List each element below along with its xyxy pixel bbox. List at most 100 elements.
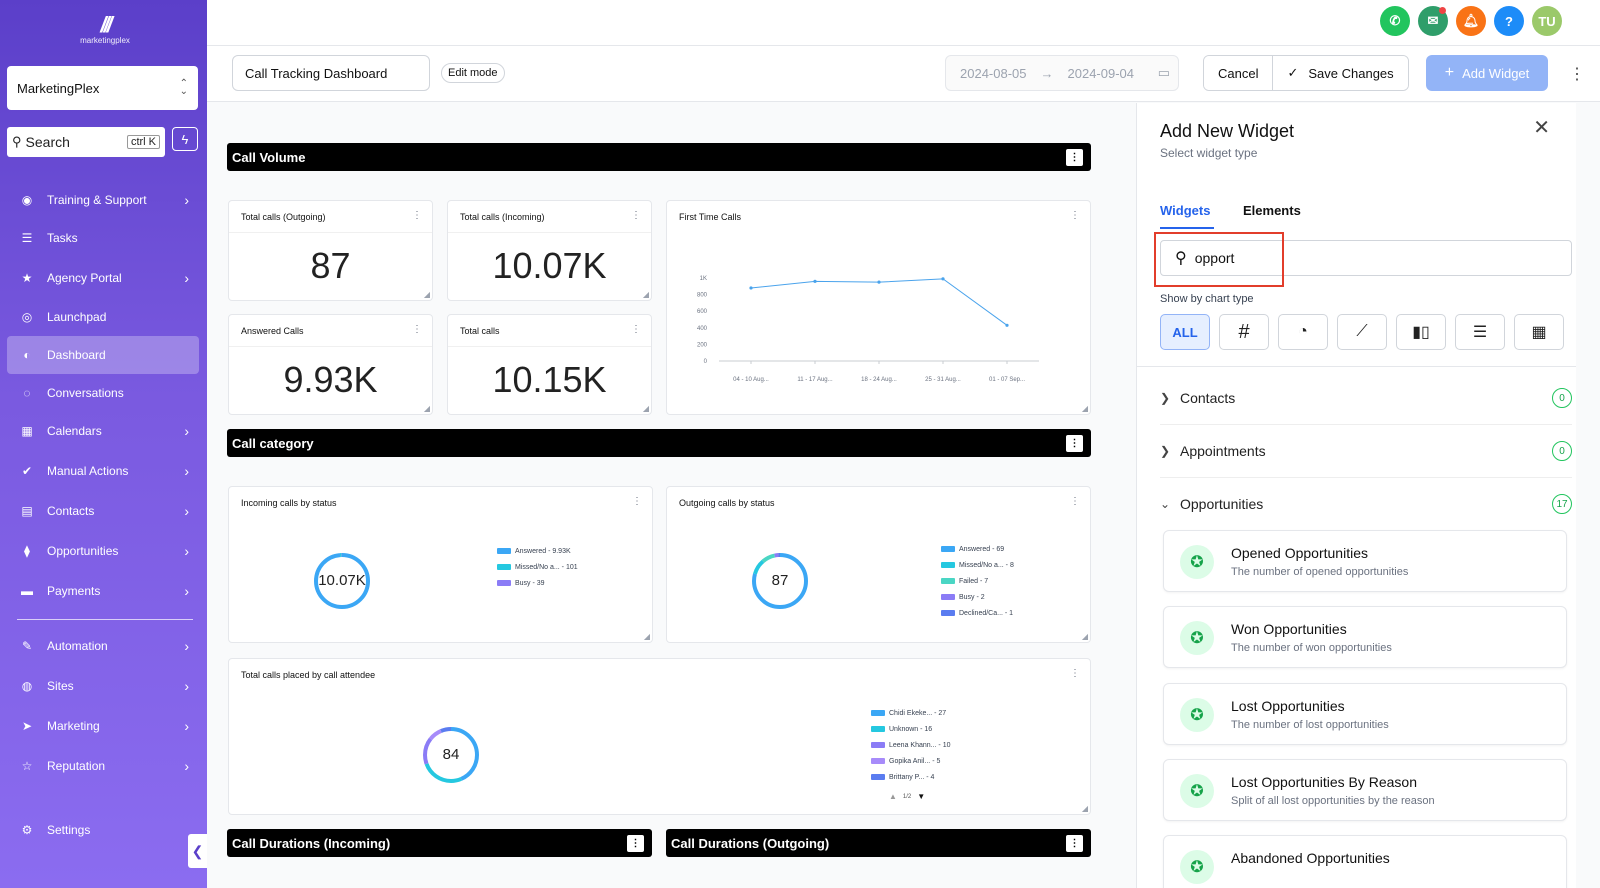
card-menu-icon[interactable]: ⋮: [1070, 496, 1080, 507]
filter-bar-button[interactable]: ▮▯: [1396, 314, 1446, 350]
widget-won-opportunities[interactable]: ✪ Won Opportunities The number of won op…: [1163, 606, 1567, 668]
group-contacts[interactable]: ❯ Contacts 0: [1160, 383, 1572, 413]
sidebar-item-payments[interactable]: ▬ Payments ›: [7, 572, 199, 610]
sidebar-item-calendars[interactable]: ▦ Calendars ›: [7, 412, 199, 450]
save-changes-button[interactable]: ✓ Save Changes: [1272, 56, 1408, 90]
tab-widgets[interactable]: Widgets: [1160, 203, 1211, 218]
filter-hbar-button[interactable]: ☰: [1455, 314, 1505, 350]
legend-item[interactable]: Chidi Ekeke... - 27: [871, 705, 951, 721]
card-menu-icon[interactable]: ⋮: [1070, 668, 1080, 679]
section-call-volume[interactable]: Call Volume ⋮: [227, 143, 1091, 171]
data-point[interactable]: [749, 286, 753, 290]
sidebar-item-marketing[interactable]: ➤ Marketing ›: [7, 707, 199, 745]
group-appointments[interactable]: ❯ Appointments 0: [1160, 436, 1572, 466]
filter-all-button[interactable]: ALL: [1160, 314, 1210, 350]
widget-search-input[interactable]: ⚲ opport: [1160, 240, 1572, 276]
filter-line-button[interactable]: ⟋: [1337, 314, 1387, 350]
close-icon[interactable]: ✕: [1533, 117, 1550, 139]
stat-card-outgoing[interactable]: Total calls (Outgoing) ⋮ 87 ◢: [228, 200, 433, 301]
data-point[interactable]: [1005, 323, 1009, 327]
sidebar-item-dashboard[interactable]: ◐ Dashboard: [7, 336, 199, 374]
resize-handle-icon[interactable]: ◢: [643, 632, 650, 641]
widget-lost-by-reason[interactable]: ✪ Lost Opportunities By Reason Split of …: [1163, 759, 1567, 821]
section-menu-icon[interactable]: ⋮: [627, 835, 644, 852]
cancel-button[interactable]: Cancel: [1204, 56, 1273, 90]
donut-slice[interactable]: [752, 553, 808, 609]
section-menu-icon[interactable]: ⋮: [1066, 435, 1083, 452]
legend-item[interactable]: Brittany P... - 4: [871, 769, 951, 785]
card-menu-icon[interactable]: ⋮: [412, 210, 422, 221]
resize-handle-icon[interactable]: ◢: [642, 404, 649, 413]
line-chart-card[interactable]: First Time Calls ⋮ 0 200 400 600 800 1K 04 - 1…: [666, 200, 1091, 415]
section-durations-outgoing[interactable]: Call Durations (Outgoing) ⋮: [666, 829, 1091, 857]
legend-item[interactable]: Busy - 39: [497, 575, 578, 591]
section-durations-incoming[interactable]: Call Durations (Incoming) ⋮: [227, 829, 652, 857]
resize-handle-icon[interactable]: ◢: [1081, 632, 1088, 641]
legend-item[interactable]: Busy - 2: [941, 589, 1014, 605]
card-menu-icon[interactable]: ⋮: [412, 324, 422, 335]
collapse-sidebar-button[interactable]: ❮: [188, 834, 207, 868]
sidebar-item-conversations[interactable]: ◌ Conversations: [7, 374, 199, 412]
section-call-category[interactable]: Call category ⋮: [227, 429, 1091, 457]
widget-abandoned-opportunities[interactable]: ✪ Abandoned Opportunities: [1163, 835, 1567, 888]
pager-down-icon[interactable]: ▼: [917, 792, 926, 801]
filter-pie-button[interactable]: ◔: [1278, 314, 1328, 350]
sidebar-item-settings[interactable]: ⚙ Settings: [7, 811, 199, 849]
legend-item[interactable]: Leena Khann... - 10: [871, 737, 951, 753]
resize-handle-icon[interactable]: ◢: [423, 290, 430, 299]
card-menu-icon[interactable]: ⋮: [631, 324, 641, 335]
legend-item[interactable]: Missed/No a... - 8: [941, 557, 1014, 573]
legend-item[interactable]: Gopika Anil... - 5: [871, 753, 951, 769]
donut-slice[interactable]: [423, 727, 479, 783]
donut-slice[interactable]: [423, 727, 479, 783]
card-menu-icon[interactable]: ⋮: [632, 496, 642, 507]
resize-handle-icon[interactable]: ◢: [1081, 404, 1088, 413]
avatar[interactable]: TU: [1532, 6, 1562, 36]
sidebar-item-opportunities[interactable]: ⧫ Opportunities ›: [7, 532, 199, 570]
card-menu-icon[interactable]: ⋮: [631, 210, 641, 221]
data-point[interactable]: [877, 280, 881, 284]
donut-card-attendee[interactable]: Total calls placed by call attendee ⋮ ▲ …: [228, 658, 1091, 815]
legend-item[interactable]: Declined/Ca... - 1: [941, 605, 1014, 621]
sidebar-item-agency-portal[interactable]: ★ Agency Portal ›: [7, 259, 199, 297]
section-menu-icon[interactable]: ⋮: [1066, 835, 1083, 852]
brand-logo[interactable]: /// marketingplex: [70, 14, 140, 46]
stat-card-answered[interactable]: Answered Calls ⋮ 9.93K ◢: [228, 314, 433, 415]
add-widget-button[interactable]: + Add Widget: [1426, 55, 1548, 91]
widget-opened-opportunities[interactable]: ✪ Opened Opportunities The number of ope…: [1163, 530, 1567, 592]
legend-item[interactable]: Unknown - 16: [871, 721, 951, 737]
filter-table-button[interactable]: ▦: [1514, 314, 1564, 350]
account-switcher[interactable]: MarketingPlex ⌃ ⌄: [7, 66, 198, 110]
phone-button[interactable]: ✆: [1380, 6, 1410, 36]
stat-card-incoming[interactable]: Total calls (Incoming) ⋮ 10.07K ◢: [447, 200, 652, 301]
legend-item[interactable]: Failed - 7: [941, 573, 1014, 589]
sidebar-item-launchpad[interactable]: ◎ Launchpad: [7, 298, 199, 336]
sidebar-search[interactable]: ⚲ Search ctrl K: [7, 127, 165, 157]
legend-item[interactable]: Answered - 9.93K: [497, 543, 578, 559]
quick-action-button[interactable]: ϟ: [172, 127, 198, 151]
widget-lost-opportunities[interactable]: ✪ Lost Opportunities The number of lost …: [1163, 683, 1567, 745]
group-opportunities[interactable]: ⌄ Opportunities 17: [1160, 489, 1572, 519]
data-point[interactable]: [941, 277, 945, 281]
donut-slice[interactable]: [314, 553, 370, 609]
tab-elements[interactable]: Elements: [1243, 203, 1301, 218]
resize-handle-icon[interactable]: ◢: [423, 404, 430, 413]
donut-card-outgoing[interactable]: Outgoing calls by status ⋮ ◢ 87 Answered …: [666, 486, 1091, 643]
help-button[interactable]: ?: [1494, 6, 1524, 36]
donut-slice[interactable]: [423, 727, 479, 783]
resize-handle-icon[interactable]: ◢: [1081, 804, 1088, 813]
card-menu-icon[interactable]: ⋮: [1070, 210, 1080, 221]
legend-item[interactable]: Answered - 69: [941, 541, 1014, 557]
legend-item[interactable]: Missed/No a... - 101: [497, 559, 578, 575]
sidebar-item-contacts[interactable]: ▤ Contacts ›: [7, 492, 199, 530]
announcements-button[interactable]: ✉: [1418, 6, 1448, 36]
data-point[interactable]: [813, 279, 817, 283]
sidebar-item-training-support[interactable]: ◉ Training & Support ›: [7, 181, 199, 219]
sidebar-item-manual-actions[interactable]: ✔ Manual Actions ›: [7, 452, 199, 490]
dashboard-name-input[interactable]: Call Tracking Dashboard: [232, 55, 430, 91]
date-range-picker[interactable]: 2024-08-05 → 2024-09-04 ▭: [945, 55, 1179, 91]
sidebar-item-reputation[interactable]: ☆ Reputation ›: [7, 747, 199, 785]
donut-card-incoming[interactable]: Incoming calls by status ⋮ ◢ 10.07K Answe…: [228, 486, 653, 643]
filter-number-button[interactable]: #: [1219, 314, 1269, 350]
resize-handle-icon[interactable]: ◢: [642, 290, 649, 299]
